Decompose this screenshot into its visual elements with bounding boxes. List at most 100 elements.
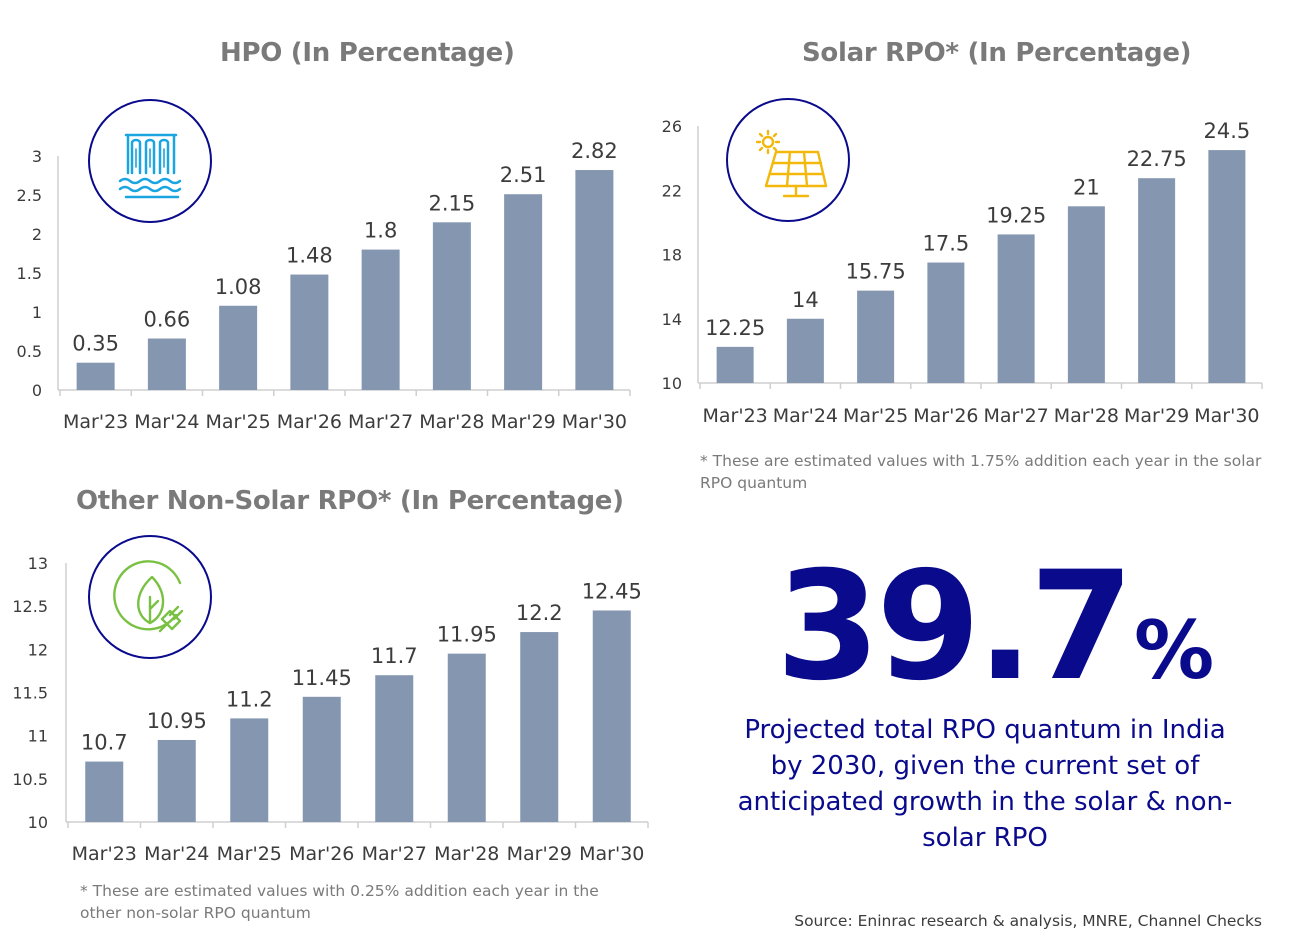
- hpo-chart-title: HPO (In Percentage): [220, 38, 515, 68]
- hpo-x-tick-label: Mar'24: [134, 411, 199, 433]
- hpo-y-tick-label: 3: [32, 147, 42, 166]
- non-solar-rpo-chart-title: Other Non-Solar RPO* (In Percentage): [76, 486, 624, 516]
- solar-bar: [1067, 206, 1105, 383]
- solar-data-label: 12.25: [705, 316, 765, 340]
- nonsolar-bar: [85, 761, 124, 822]
- nonsolar-y-tick-label: 13: [28, 554, 48, 573]
- solar-y-tick-label: 26: [662, 117, 682, 136]
- solar-x-tick-label: Mar'24: [773, 405, 838, 427]
- hpo-bar: [504, 194, 543, 390]
- solar-bar: [927, 262, 965, 383]
- hpo-data-label: 1.8: [364, 219, 397, 243]
- hpo-data-label: 2.82: [571, 139, 618, 163]
- nonsolar-x-tick-label: Mar'23: [72, 843, 137, 865]
- non-solar-rpo-footnote: * These are estimated values with 0.25% …: [80, 882, 599, 922]
- nonsolar-x-tick-label: Mar'27: [362, 843, 427, 865]
- hpo-x-tick-label: Mar'23: [63, 411, 128, 433]
- hpo-bar: [361, 249, 400, 390]
- hpo-data-label: 1.48: [286, 244, 333, 268]
- solar-x-tick-label: Mar'27: [984, 405, 1049, 427]
- solar-x-tick-label: Mar'28: [1054, 405, 1119, 427]
- nonsolar-x-tick-label: Mar'30: [579, 843, 644, 865]
- nonsolar-bar: [447, 653, 486, 822]
- solar-x-tick-label: Mar'30: [1194, 405, 1259, 427]
- nonsolar-y-tick-label: 11.5: [12, 684, 48, 703]
- hpo-x-tick-label: Mar'26: [277, 411, 342, 433]
- solar-y-tick-label: 10: [662, 374, 682, 393]
- nonsolar-data-label: 10.95: [147, 709, 207, 733]
- hpo-bar: [575, 170, 614, 390]
- nonsolar-bar: [157, 739, 196, 822]
- hpo-data-label: 1.08: [215, 275, 262, 299]
- total-rpo-caption: Projected total RPO quantum in India by …: [737, 715, 1233, 853]
- nonsolar-y-tick-label: 10.5: [12, 770, 48, 789]
- nonsolar-data-label: 11.45: [292, 666, 352, 690]
- solar-data-label: 15.75: [846, 260, 906, 284]
- solar-bar: [786, 318, 824, 383]
- hydropower-dam-icon: [88, 99, 212, 223]
- solar-data-label: 21: [1073, 175, 1100, 199]
- solar-y-tick-label: 18: [662, 246, 682, 265]
- nonsolar-data-label: 11.7: [371, 644, 418, 668]
- nonsolar-bar: [230, 718, 269, 822]
- solar-x-tick-label: Mar'23: [703, 405, 768, 427]
- solar-data-label: 24.5: [1203, 119, 1250, 143]
- hpo-data-label: 0.66: [143, 308, 190, 332]
- solar-data-label: 22.75: [1127, 147, 1187, 171]
- nonsolar-x-tick-label: Mar'26: [289, 843, 354, 865]
- nonsolar-data-label: 11.95: [437, 623, 497, 647]
- nonsolar-data-label: 10.7: [81, 731, 128, 755]
- hpo-y-tick-label: 0: [32, 381, 42, 400]
- source-note: Source: Eninrac research & analysis, MNR…: [794, 912, 1262, 930]
- solar-rpo-footnote: * These are estimated values with 1.75% …: [700, 452, 1262, 492]
- hpo-x-tick-label: Mar'30: [562, 411, 627, 433]
- nonsolar-x-tick-label: Mar'24: [144, 843, 209, 865]
- solar-y-tick-label: 22: [662, 181, 682, 200]
- hpo-y-tick-label: 0.5: [17, 342, 42, 361]
- nonsolar-bar: [302, 696, 341, 822]
- hpo-bar: [432, 222, 471, 390]
- hpo-bar: [76, 362, 115, 390]
- solar-rpo-chart-title: Solar RPO* (In Percentage): [802, 38, 1192, 68]
- nonsolar-y-tick-label: 10: [28, 813, 48, 832]
- solar-bar: [716, 346, 754, 383]
- nonsolar-y-tick-label: 11: [28, 727, 48, 746]
- solar-x-tick-label: Mar'26: [913, 405, 978, 427]
- solar-bar: [1138, 178, 1176, 383]
- hpo-bar: [290, 274, 329, 390]
- hpo-data-label: 2.15: [428, 191, 475, 215]
- nonsolar-x-tick-label: Mar'29: [507, 843, 572, 865]
- total-rpo-highlight: 39.7%: [740, 552, 1250, 702]
- solar-data-label: 14: [792, 288, 819, 312]
- nonsolar-bar: [375, 675, 414, 822]
- total-rpo-value: 39.7: [775, 540, 1134, 714]
- solar-bar: [997, 234, 1035, 383]
- solar-x-tick-label: Mar'25: [843, 405, 908, 427]
- hpo-data-label: 2.51: [500, 163, 547, 187]
- hpo-x-tick-label: Mar'25: [206, 411, 271, 433]
- hpo-data-label: 0.35: [72, 332, 119, 356]
- solar-data-label: 17.5: [922, 232, 969, 256]
- solar-data-label: 19.25: [986, 203, 1046, 227]
- hpo-bar: [147, 338, 186, 390]
- solar-bar: [1208, 150, 1246, 383]
- hpo-x-tick-label: Mar'27: [348, 411, 413, 433]
- hpo-bar: [219, 305, 258, 390]
- solar-panel-icon: [726, 98, 850, 222]
- solar-x-tick-label: Mar'29: [1124, 405, 1189, 427]
- hpo-y-tick-label: 1: [32, 303, 42, 322]
- nonsolar-x-tick-label: Mar'25: [217, 843, 282, 865]
- nonsolar-data-label: 12.45: [582, 579, 642, 603]
- nonsolar-data-label: 11.2: [226, 687, 273, 711]
- solar-y-tick-label: 14: [662, 310, 682, 329]
- nonsolar-bar: [592, 610, 631, 822]
- nonsolar-x-tick-label: Mar'28: [434, 843, 499, 865]
- hpo-y-tick-label: 2.5: [17, 186, 42, 205]
- hpo-y-tick-label: 2: [32, 225, 42, 244]
- nonsolar-y-tick-label: 12.5: [12, 597, 48, 616]
- hpo-y-tick-label: 1.5: [17, 264, 42, 283]
- nonsolar-data-label: 12.2: [516, 601, 563, 625]
- leaf-plug-icon: [88, 535, 212, 659]
